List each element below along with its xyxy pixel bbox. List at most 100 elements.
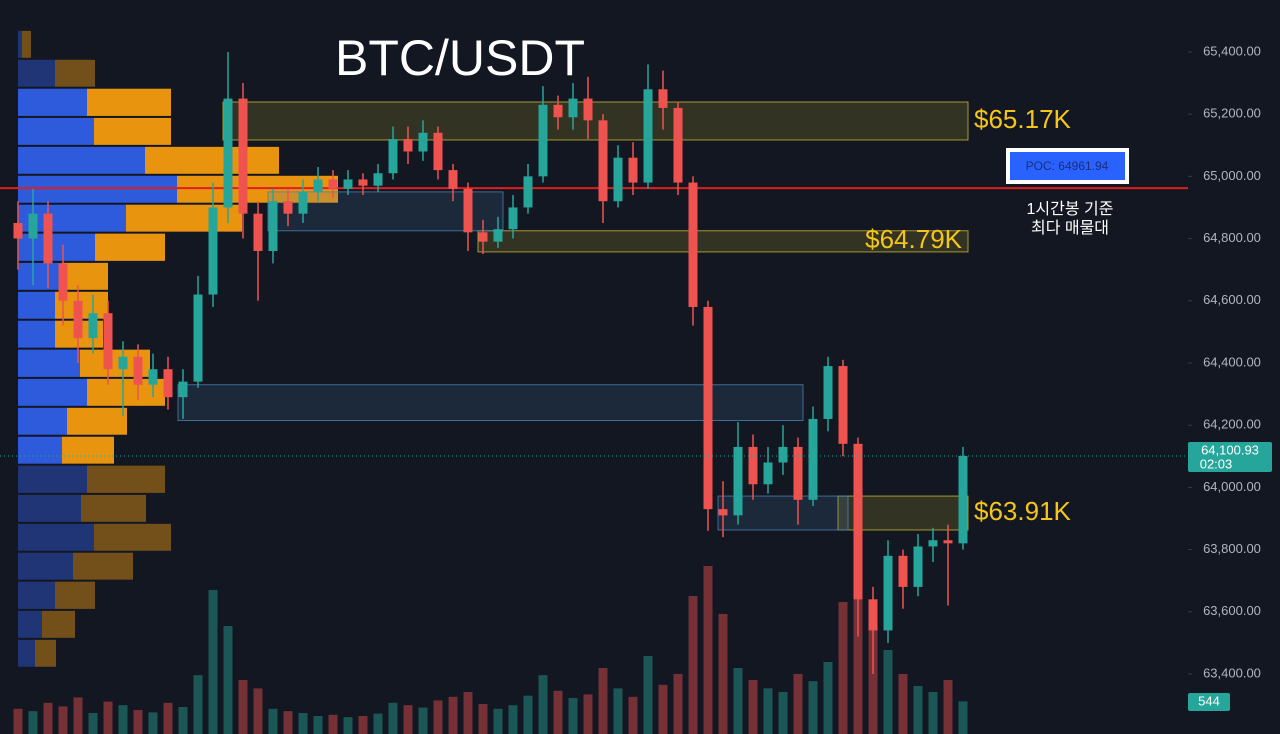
candle-body — [373, 173, 383, 186]
candle-body — [118, 356, 128, 370]
candle-body — [838, 366, 848, 444]
profile-buy — [18, 581, 55, 609]
candle-body — [58, 263, 68, 301]
candle-body — [88, 313, 98, 339]
volume-bar — [163, 702, 173, 734]
profile-buy — [18, 88, 87, 116]
volume-bar — [478, 704, 488, 734]
profile-buy — [18, 175, 177, 203]
profile-sell — [126, 204, 242, 232]
y-tick-label: 64,400.00 — [1203, 354, 1261, 369]
candle-body — [718, 509, 728, 516]
candle-body — [193, 294, 203, 382]
y-tick-label: 63,600.00 — [1203, 603, 1261, 618]
volume-bar — [613, 688, 623, 734]
profile-buy — [18, 639, 35, 667]
volume-bar — [13, 708, 23, 734]
volume-bar — [658, 684, 668, 734]
candle-body — [928, 540, 938, 547]
volume-bar — [733, 668, 743, 734]
candle-body — [283, 201, 293, 214]
y-tick-label: 63,800.00 — [1203, 541, 1261, 556]
candle-body — [73, 300, 83, 339]
volume-bar — [748, 680, 758, 734]
volume-bar — [553, 690, 563, 734]
candle-body — [238, 98, 248, 214]
volume-bar — [298, 713, 308, 734]
volume-bar — [178, 707, 188, 734]
candle-body — [883, 555, 893, 631]
profile-sell — [145, 146, 279, 174]
candle-body — [673, 107, 683, 183]
candle-body — [733, 446, 743, 516]
volume-bar — [958, 701, 968, 734]
candle-body — [643, 89, 653, 183]
candle-body — [778, 446, 788, 463]
candle-body — [163, 369, 173, 398]
volume-bar — [703, 566, 713, 734]
candle-body — [223, 98, 233, 208]
candle-body — [853, 443, 863, 600]
candle-body — [523, 176, 533, 208]
candle-body — [148, 369, 158, 385]
poc-box — [1010, 152, 1125, 180]
profile-sell — [94, 117, 171, 145]
volume-bar — [433, 700, 443, 734]
profile-sell — [42, 610, 75, 638]
candle-body — [628, 157, 638, 183]
candle-body — [133, 356, 143, 385]
volume-bar — [463, 692, 473, 734]
profile-sell — [22, 30, 31, 58]
volume-bar — [148, 712, 158, 734]
volume-bar — [283, 711, 293, 734]
volume-bar — [133, 710, 143, 734]
volume-bar — [808, 681, 818, 734]
volume-bar — [103, 701, 113, 734]
volume-bar — [343, 717, 353, 734]
candle-body — [943, 540, 953, 544]
volume-bar — [853, 578, 863, 734]
volume-bar — [253, 688, 263, 734]
profile-buy — [18, 552, 73, 580]
candle-body — [958, 455, 968, 544]
zone — [222, 101, 969, 141]
candle-body — [43, 213, 53, 264]
candle-body — [388, 139, 398, 174]
profile-buy — [18, 523, 94, 551]
candle-body — [298, 191, 308, 214]
volume-bar — [643, 656, 653, 734]
y-tick-label: 65,200.00 — [1203, 106, 1261, 121]
volume-bar — [448, 696, 458, 734]
profile-buy — [18, 30, 22, 58]
volume-bar — [793, 674, 803, 734]
profile-sell — [81, 494, 146, 522]
candle-body — [433, 132, 443, 171]
volume-bar — [943, 680, 953, 734]
volume-bar — [373, 713, 383, 734]
candle-body — [613, 157, 623, 202]
candle-body — [418, 132, 428, 152]
profile-buy — [18, 436, 62, 464]
candle-body — [658, 89, 668, 108]
candle-body — [493, 229, 503, 242]
profile-sell — [87, 465, 165, 493]
volume-bar — [223, 626, 233, 734]
volume-bar — [388, 702, 398, 734]
candle-body — [748, 446, 758, 485]
zone-label: $65.17K — [974, 104, 1072, 134]
candle-body — [208, 207, 218, 295]
volume-bar — [193, 675, 203, 734]
volume-bar — [688, 596, 698, 734]
volume-bar — [628, 696, 638, 734]
volume-bar — [118, 705, 128, 734]
candle-body — [763, 462, 773, 485]
candle-body — [478, 232, 488, 242]
poc-label: POC: 64961.94 — [1026, 159, 1109, 173]
volume-bar — [598, 668, 608, 734]
y-tick-label: 63,400.00 — [1203, 665, 1261, 680]
volume-bar — [538, 675, 548, 734]
last-price-box — [1188, 441, 1272, 472]
volume-bar — [523, 695, 533, 734]
